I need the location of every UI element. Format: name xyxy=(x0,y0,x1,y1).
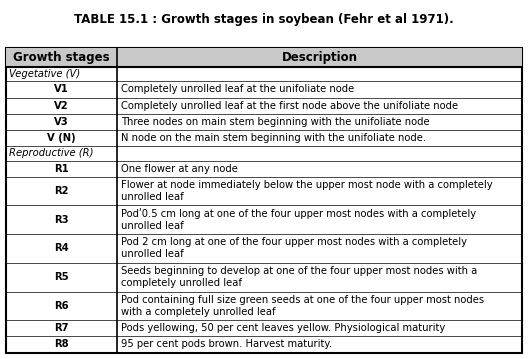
Text: V1: V1 xyxy=(54,84,69,94)
Text: R3: R3 xyxy=(54,215,69,225)
Text: One flower at any node: One flower at any node xyxy=(121,164,238,174)
Text: R7: R7 xyxy=(54,323,69,334)
Text: R6: R6 xyxy=(54,301,69,311)
Text: V2: V2 xyxy=(54,101,69,111)
Text: Seeds beginning to develop at one of the four upper most nodes with a
completely: Seeds beginning to develop at one of the… xyxy=(121,266,478,288)
Text: 95 per cent pods brown. Harvest maturity.: 95 per cent pods brown. Harvest maturity… xyxy=(121,340,333,349)
Text: R2: R2 xyxy=(54,186,69,196)
Text: Pod containing full size green seeds at one of the four upper most nodes
with a : Pod containing full size green seeds at … xyxy=(121,295,485,317)
Text: TABLE 15.1 : Growth stages in soybean (Fehr et al 1971).: TABLE 15.1 : Growth stages in soybean (F… xyxy=(74,13,454,25)
Bar xyxy=(6,48,522,353)
Text: Completely unrolled leaf at the unifoliate node: Completely unrolled leaf at the unifolia… xyxy=(121,84,355,94)
Text: Description: Description xyxy=(281,51,357,64)
Text: R4: R4 xyxy=(54,243,69,253)
Text: Podʹ0.5 cm long at one of the four upper most nodes with a completely
unrolled l: Podʹ0.5 cm long at one of the four upper… xyxy=(121,208,476,231)
Text: Pods yellowing, 50 per cent leaves yellow. Physiological maturity: Pods yellowing, 50 per cent leaves yello… xyxy=(121,323,446,334)
Text: Flower at node immediately below the upper most node with a completely
unrolled : Flower at node immediately below the upp… xyxy=(121,180,493,202)
Text: V (N): V (N) xyxy=(48,133,76,143)
Text: N node on the main stem beginning with the unifoliate node.: N node on the main stem beginning with t… xyxy=(121,133,427,143)
Text: R1: R1 xyxy=(54,164,69,174)
Text: Vegetative (V): Vegetative (V) xyxy=(9,69,80,79)
Text: Completely unrolled leaf at the first node above the unifoliate node: Completely unrolled leaf at the first no… xyxy=(121,101,458,111)
Text: Growth stages: Growth stages xyxy=(13,51,110,64)
Text: Three nodes on main stem beginning with the unifoliate node: Three nodes on main stem beginning with … xyxy=(121,117,430,127)
Text: Pod 2 cm long at one of the four upper most nodes with a completely
unrolled lea: Pod 2 cm long at one of the four upper m… xyxy=(121,238,467,260)
Text: V3: V3 xyxy=(54,117,69,127)
Text: R5: R5 xyxy=(54,272,69,282)
Bar xyxy=(6,48,522,67)
Text: R8: R8 xyxy=(54,340,69,349)
Text: Reproductive (R): Reproductive (R) xyxy=(9,148,93,158)
